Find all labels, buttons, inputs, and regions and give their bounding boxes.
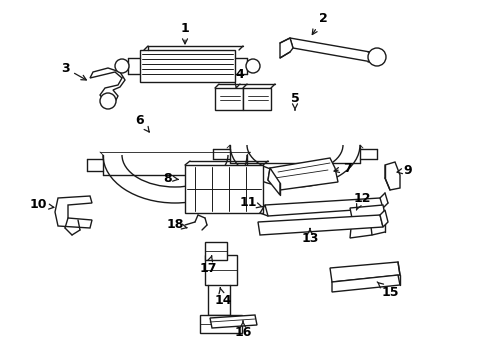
Polygon shape	[264, 198, 382, 216]
Text: 18: 18	[166, 219, 186, 231]
Polygon shape	[280, 38, 292, 58]
FancyBboxPatch shape	[215, 88, 243, 110]
Polygon shape	[349, 218, 371, 238]
Polygon shape	[90, 68, 125, 102]
Text: 6: 6	[135, 113, 149, 132]
Polygon shape	[289, 38, 371, 62]
Polygon shape	[258, 215, 382, 235]
Text: 15: 15	[376, 282, 398, 300]
Polygon shape	[329, 262, 399, 282]
FancyBboxPatch shape	[200, 315, 242, 333]
Polygon shape	[349, 205, 384, 218]
Text: 16: 16	[234, 321, 251, 339]
Ellipse shape	[245, 59, 260, 73]
FancyBboxPatch shape	[243, 88, 270, 110]
Text: 7: 7	[333, 162, 352, 175]
Polygon shape	[331, 275, 399, 292]
Text: 1: 1	[180, 22, 189, 44]
Ellipse shape	[115, 59, 129, 73]
Text: 13: 13	[301, 229, 318, 244]
Polygon shape	[55, 196, 92, 228]
FancyBboxPatch shape	[204, 255, 237, 285]
Text: 8: 8	[163, 171, 178, 184]
Polygon shape	[209, 315, 257, 328]
Ellipse shape	[100, 93, 116, 109]
FancyBboxPatch shape	[204, 242, 226, 260]
Text: 14: 14	[214, 288, 231, 306]
Text: 3: 3	[61, 62, 86, 80]
FancyBboxPatch shape	[140, 50, 235, 82]
Text: 11: 11	[239, 197, 262, 210]
Ellipse shape	[367, 48, 385, 66]
Text: 9: 9	[396, 163, 411, 176]
Text: 4: 4	[235, 68, 244, 88]
Polygon shape	[267, 158, 337, 190]
Text: 5: 5	[290, 91, 299, 110]
FancyBboxPatch shape	[184, 165, 263, 213]
Polygon shape	[379, 210, 387, 227]
Polygon shape	[384, 162, 399, 190]
Text: 17: 17	[199, 256, 216, 274]
Text: 10: 10	[29, 198, 54, 211]
Text: 12: 12	[352, 192, 370, 210]
Text: 2: 2	[312, 12, 326, 35]
Polygon shape	[267, 168, 280, 195]
